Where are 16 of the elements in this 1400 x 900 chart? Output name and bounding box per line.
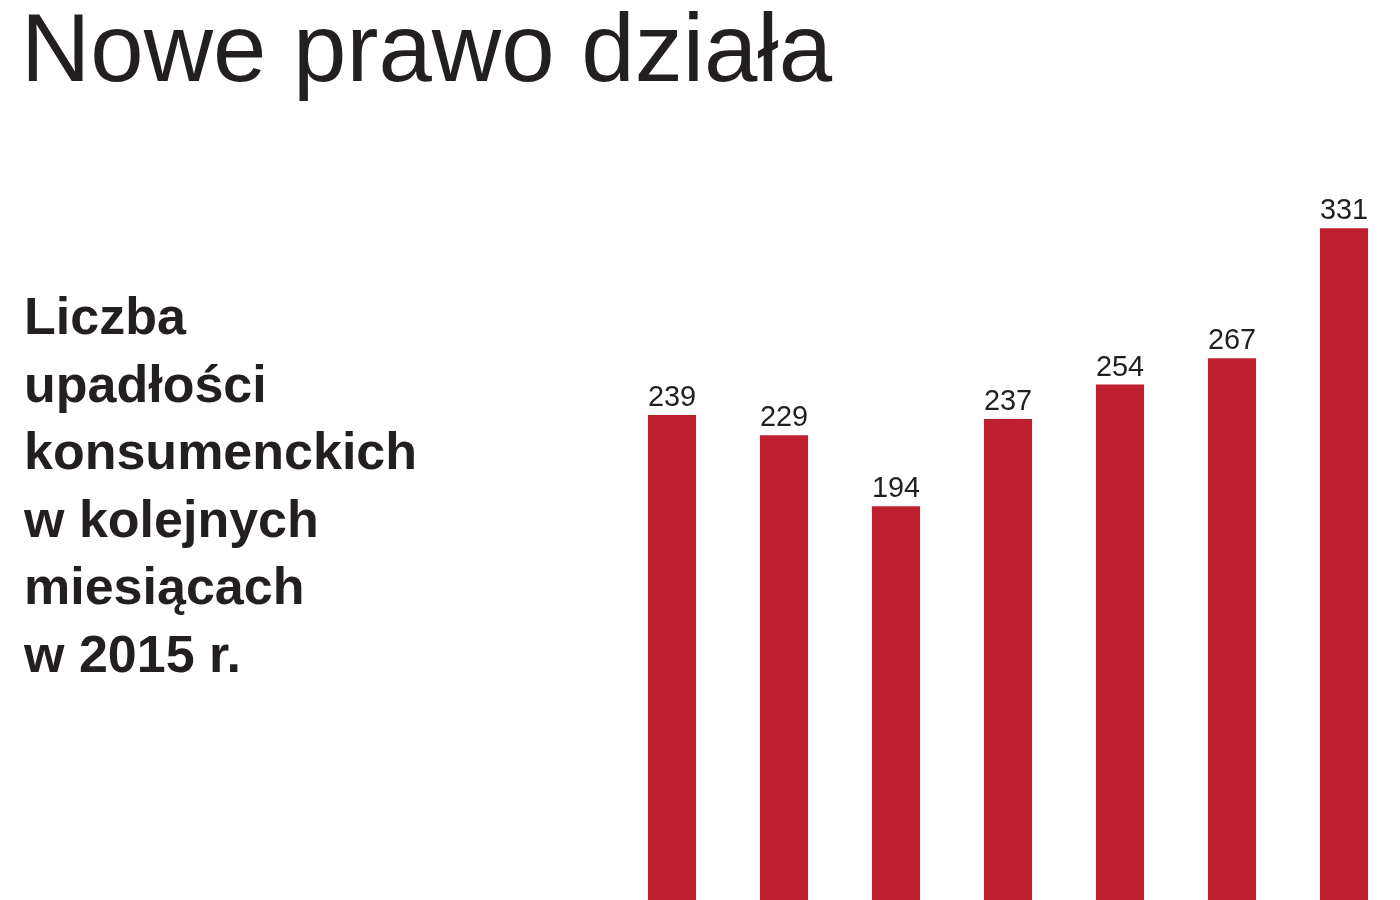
data-label: 331 [1319, 193, 1369, 226]
chart-title: Nowe prawo działa [21, 0, 833, 101]
text: Liczba upadłości konsumenckich w kolejnych miesiącach w 2015 r. [23, 287, 418, 683]
bar [759, 435, 809, 900]
data-label: 237 [983, 384, 1033, 417]
data-label: 194 [871, 471, 921, 504]
data-label: 254 [1095, 349, 1145, 382]
bar [871, 506, 921, 900]
bar [1095, 384, 1145, 900]
bar [647, 415, 697, 900]
data-label: 239 [647, 380, 697, 413]
bar [1319, 228, 1369, 900]
data-label: 229 [759, 400, 809, 433]
bar [1207, 358, 1257, 900]
bar [983, 419, 1033, 900]
data-label: 267 [1207, 323, 1257, 356]
